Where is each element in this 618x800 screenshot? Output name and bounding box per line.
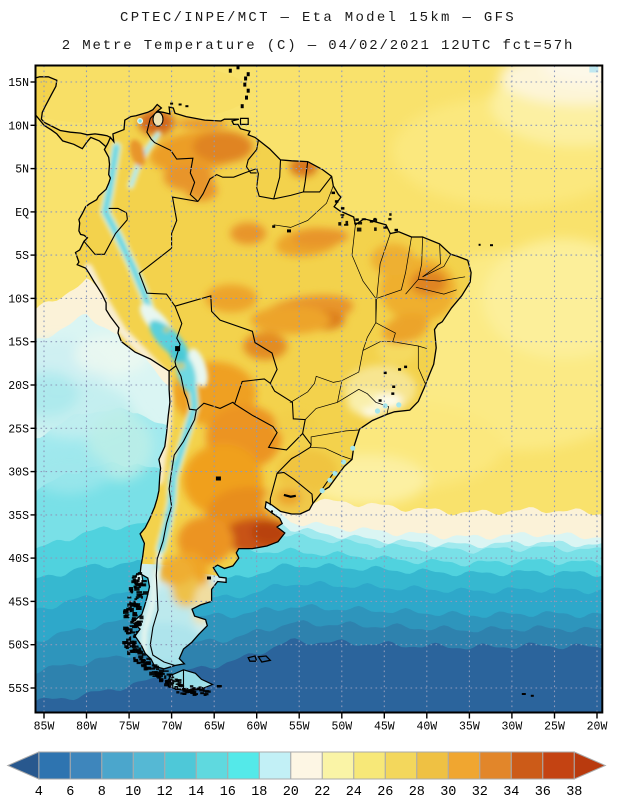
svg-text:16: 16: [220, 785, 236, 800]
svg-text:85W: 85W: [34, 721, 55, 734]
svg-text:45W: 45W: [374, 721, 395, 734]
svg-text:EQ: EQ: [15, 207, 29, 220]
svg-text:4: 4: [35, 785, 43, 800]
svg-text:35S: 35S: [8, 510, 29, 523]
svg-text:25W: 25W: [544, 721, 565, 734]
svg-text:10N: 10N: [8, 120, 29, 133]
svg-text:80W: 80W: [76, 721, 97, 734]
svg-text:65W: 65W: [204, 721, 225, 734]
svg-text:15N: 15N: [8, 77, 29, 90]
svg-text:22: 22: [314, 785, 330, 800]
svg-text:15S: 15S: [8, 337, 29, 350]
svg-text:20W: 20W: [587, 721, 608, 734]
svg-text:20: 20: [283, 785, 299, 800]
svg-text:30W: 30W: [502, 721, 523, 734]
svg-text:32: 32: [472, 785, 488, 800]
svg-text:45S: 45S: [8, 596, 29, 609]
svg-text:20S: 20S: [8, 380, 29, 393]
svg-text:2 Metre Temperature (C) — 04/0: 2 Metre Temperature (C) — 04/02/2021 12U…: [62, 38, 575, 54]
svg-text:14: 14: [188, 785, 204, 800]
svg-text:12: 12: [157, 785, 173, 800]
svg-text:50W: 50W: [331, 721, 352, 734]
svg-text:24: 24: [346, 785, 362, 800]
svg-text:40S: 40S: [8, 553, 29, 566]
svg-text:CPTEC/INPE/MCT — Eta Model 15: CPTEC/INPE/MCT — Eta Model 15km — GFS: [120, 10, 516, 26]
svg-text:18: 18: [251, 785, 267, 800]
svg-text:30S: 30S: [8, 467, 29, 480]
svg-text:10S: 10S: [8, 293, 29, 306]
svg-text:5N: 5N: [15, 164, 29, 177]
svg-text:35W: 35W: [459, 721, 480, 734]
svg-text:34: 34: [503, 785, 519, 800]
svg-text:5S: 5S: [15, 250, 29, 263]
svg-text:75W: 75W: [119, 721, 140, 734]
svg-text:26: 26: [377, 785, 393, 800]
svg-text:38: 38: [566, 785, 582, 800]
svg-text:36: 36: [535, 785, 551, 800]
svg-text:60W: 60W: [246, 721, 267, 734]
svg-text:6: 6: [66, 785, 74, 800]
svg-text:28: 28: [409, 785, 425, 800]
svg-text:55S: 55S: [8, 683, 29, 696]
svg-text:40W: 40W: [416, 721, 437, 734]
svg-text:70W: 70W: [161, 721, 182, 734]
svg-text:8: 8: [98, 785, 106, 800]
svg-text:50S: 50S: [8, 640, 29, 653]
svg-text:25S: 25S: [8, 423, 29, 436]
svg-text:10: 10: [125, 785, 141, 800]
svg-text:55W: 55W: [289, 721, 310, 734]
svg-text:30: 30: [440, 785, 456, 800]
